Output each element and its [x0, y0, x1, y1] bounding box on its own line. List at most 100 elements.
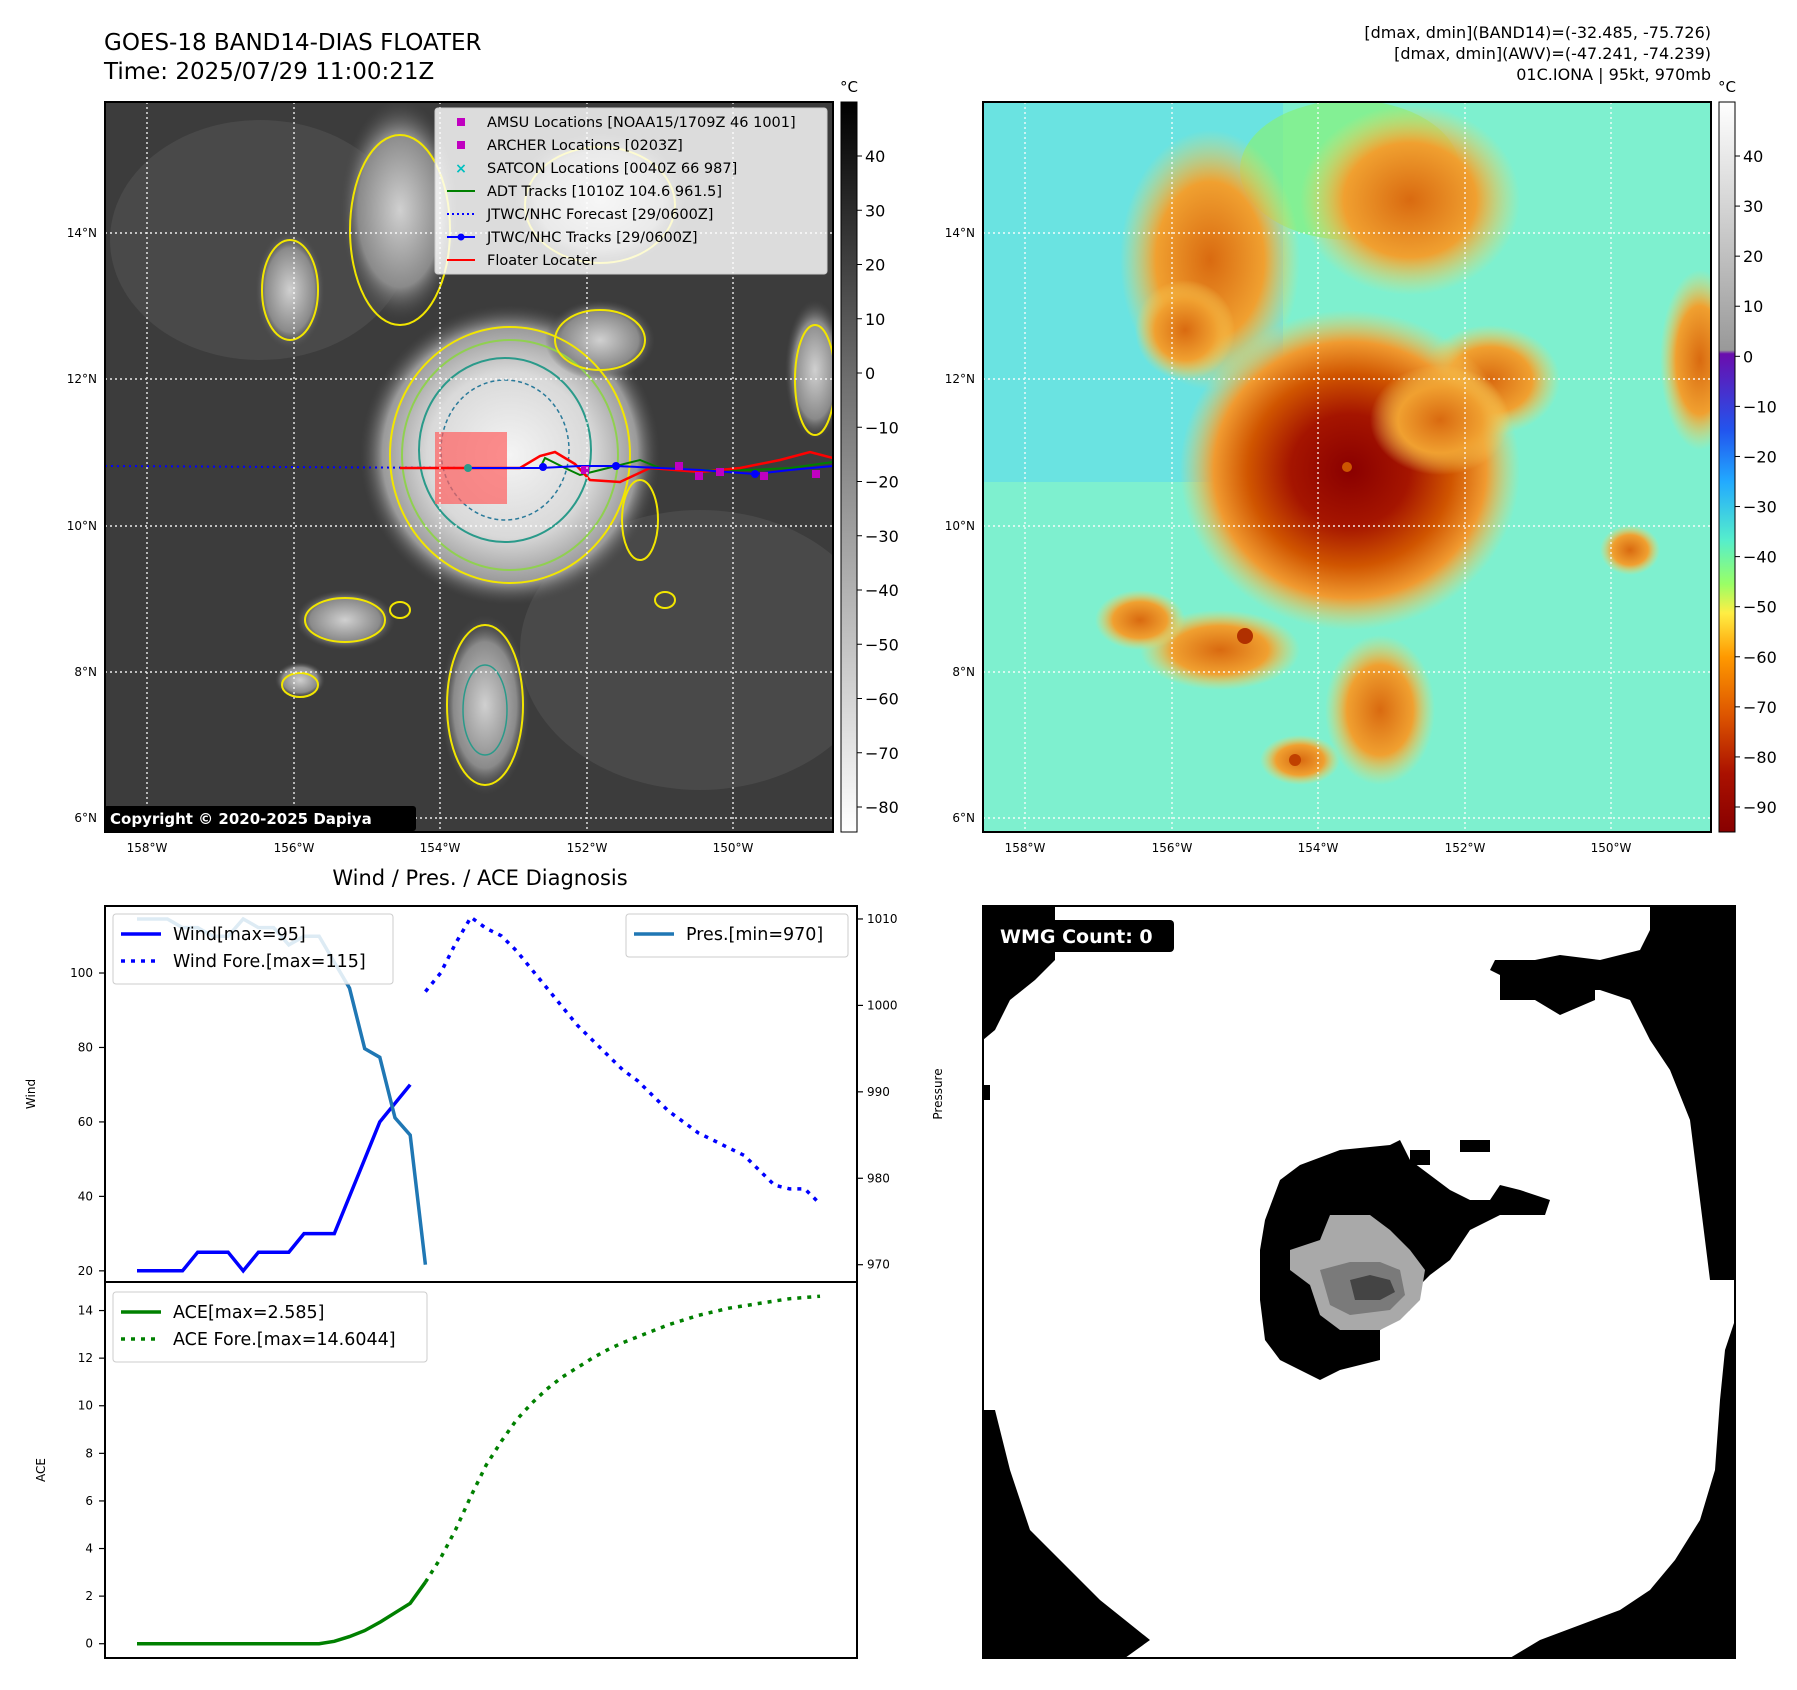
- y-tick-label: 4: [85, 1542, 93, 1556]
- lon-tick: 154°W: [420, 841, 461, 855]
- chart-legend-label: ACE[max=2.585]: [173, 1303, 324, 1323]
- y-tick-label: 0: [85, 1637, 93, 1651]
- chart-legend-box: [112, 913, 394, 985]
- colorbar-tick-label: −70: [1743, 698, 1777, 717]
- lon-tick: 156°W: [274, 841, 315, 855]
- wind-forecast-line: [424, 914, 822, 1206]
- y-tick-label: 40: [78, 1189, 93, 1203]
- y-tick-label: 100: [70, 966, 93, 980]
- awv-map: [982, 101, 1712, 833]
- ace-line: [137, 1581, 427, 1646]
- colorbar-tick-label: −80: [865, 798, 899, 817]
- y-tick-label: 12: [78, 1351, 93, 1365]
- colorbar-tick-label: −60: [865, 690, 899, 709]
- colorbar-tick-label: 20: [1743, 247, 1763, 266]
- colorbar-tick-label: 30: [1743, 197, 1763, 216]
- legend-label: ADT Tracks [1010Z 104.6 961.5]: [487, 184, 722, 200]
- chart-legend-label: Wind Fore.[max=115]: [173, 952, 366, 972]
- colorbar-tick-label: −10: [1743, 397, 1777, 416]
- right-map-lon-ticks: 158°W 156°W 154°W 152°W 150°W: [1005, 841, 1632, 855]
- colorbar-tick-label: −80: [1743, 748, 1777, 767]
- colorbar-tick-label: −20: [865, 473, 899, 492]
- wmg-count: WMG Count: 0: [1000, 926, 1153, 948]
- chart-legend-box: [112, 1291, 428, 1363]
- colorbar-tick-label: −10: [865, 418, 899, 437]
- y-tick-label: 2: [85, 1589, 93, 1603]
- colorbar-tick-label: −50: [1743, 598, 1777, 617]
- y-tick-label: 60: [78, 1115, 93, 1129]
- figure-time: Time: 2025/07/29 11:00:21Z: [103, 59, 434, 85]
- y-tick-label-right: 990: [867, 1085, 890, 1099]
- colorbar-tick-label: 40: [865, 147, 885, 166]
- y-tick-label: 8: [85, 1446, 93, 1460]
- legend-marker-dot: [457, 233, 465, 241]
- colorbar-tick-label: 10: [1743, 297, 1763, 316]
- colorbar-tick-label: −20: [1743, 447, 1777, 466]
- y-tick-label: 14: [78, 1304, 93, 1318]
- lon-tick: 158°W: [127, 841, 168, 855]
- wind-axis-label: Wind: [24, 1079, 38, 1109]
- lat-tick: 6°N: [74, 811, 97, 825]
- y-tick-label-right: 970: [867, 1258, 890, 1272]
- colorbar-tick-label: −30: [865, 527, 899, 546]
- y-tick-label: 10: [78, 1399, 93, 1413]
- chart-legend-label: ACE Fore.[max=14.6044]: [173, 1330, 396, 1350]
- lat-tick: 14°N: [945, 226, 975, 240]
- lat-tick: 12°N: [67, 372, 97, 386]
- legend-label: JTWC/NHC Tracks [29/0600Z]: [486, 230, 698, 246]
- y-tick-label: 80: [78, 1040, 93, 1054]
- copyright-text: Copyright © 2020-2025 Dapiya: [110, 810, 372, 828]
- copyright-badge: Copyright © 2020-2025 Dapiya: [104, 806, 416, 831]
- colorbar-tick-label: −70: [865, 744, 899, 763]
- lat-tick: 12°N: [945, 372, 975, 386]
- left-map-lat-ticks: 14°N 12°N 10°N 8°N 6°N: [67, 226, 97, 825]
- colorbar-tick-label: −90: [1743, 798, 1777, 817]
- lon-tick: 152°W: [567, 841, 608, 855]
- lat-tick: 10°N: [945, 519, 975, 533]
- y-tick-label-right: 1000: [867, 998, 898, 1012]
- lon-tick: 158°W: [1005, 841, 1046, 855]
- chart-legend-box: [625, 913, 849, 958]
- pressure-axis-label: Pressure: [931, 1068, 945, 1119]
- colorbar-tick-label: 10: [865, 310, 885, 329]
- ace-chart: ACE 0 2 4 6 8 10 12 14 ACE[max=2.585] ACE Fore.[…: [34, 1281, 858, 1659]
- wind-line: [137, 1083, 412, 1274]
- lat-tick: 6°N: [952, 811, 975, 825]
- lat-tick: 8°N: [74, 665, 97, 679]
- wmg-panel: WMG Count: 0: [982, 905, 1736, 1659]
- lon-tick: 154°W: [1298, 841, 1339, 855]
- ace-forecast-line: [423, 1294, 821, 1584]
- colorbar-tick-label: −40: [865, 581, 899, 600]
- diagnosis-title: Wind / Pres. / ACE Diagnosis: [332, 866, 627, 890]
- legend-marker: [457, 141, 465, 149]
- colorbar-tick-label: 20: [865, 256, 885, 275]
- legend-label: ARCHER Locations [0203Z]: [487, 138, 683, 154]
- legend-label: AMSU Locations [NOAA15/1709Z 46 1001]: [487, 115, 796, 131]
- right-map-lat-ticks: 14°N 12°N 10°N 8°N 6°N: [945, 226, 975, 825]
- y-tick-label-right: 980: [867, 1171, 890, 1185]
- legend-label: Floater Locater: [487, 253, 596, 269]
- colorbar-tick-label: 30: [865, 201, 885, 220]
- legend-marker: ×: [455, 161, 467, 177]
- lat-tick: 8°N: [952, 665, 975, 679]
- colorbar-unit: °C: [1718, 78, 1736, 96]
- y-tick-label: 20: [78, 1264, 93, 1278]
- lon-tick: 150°W: [1591, 841, 1632, 855]
- legend-label: JTWC/NHC Forecast [29/0600Z]: [486, 207, 713, 223]
- dmax-band14: [dmax, dmin](BAND14)=(-32.485, -75.726): [1364, 23, 1711, 42]
- legend-marker: [457, 118, 465, 126]
- wind-pressure-chart: Wind Pressure 20 40 60 80 100 970 980 990 1000 1…: [24, 905, 945, 1283]
- lat-tick: 10°N: [67, 519, 97, 533]
- left-map-lon-ticks: 158°W 156°W 154°W 152°W 150°W: [127, 841, 754, 855]
- colorbar-tick-label: 40: [1743, 147, 1763, 166]
- storm-info: 01C.IONA | 95kt, 970mb: [1516, 65, 1711, 84]
- legend-label: SATCON Locations [0040Z 66 987]: [487, 161, 737, 177]
- ace-axis-label: ACE: [34, 1458, 48, 1482]
- chart-legend-label: Wind[max=95]: [173, 925, 306, 945]
- map-legend: AMSU Locations [NOAA15/1709Z 46 1001] ARC…: [434, 107, 828, 275]
- colorbar-tick-label: 0: [1743, 347, 1753, 366]
- colorbar-tick-label: −40: [1743, 548, 1777, 567]
- band14-colorbar: °C 40 30 20 10 0 −10 −20 −30 −40 −50 −60 −70 −80: [840, 78, 899, 833]
- chart-legend-label: Pres.[min=970]: [686, 925, 823, 945]
